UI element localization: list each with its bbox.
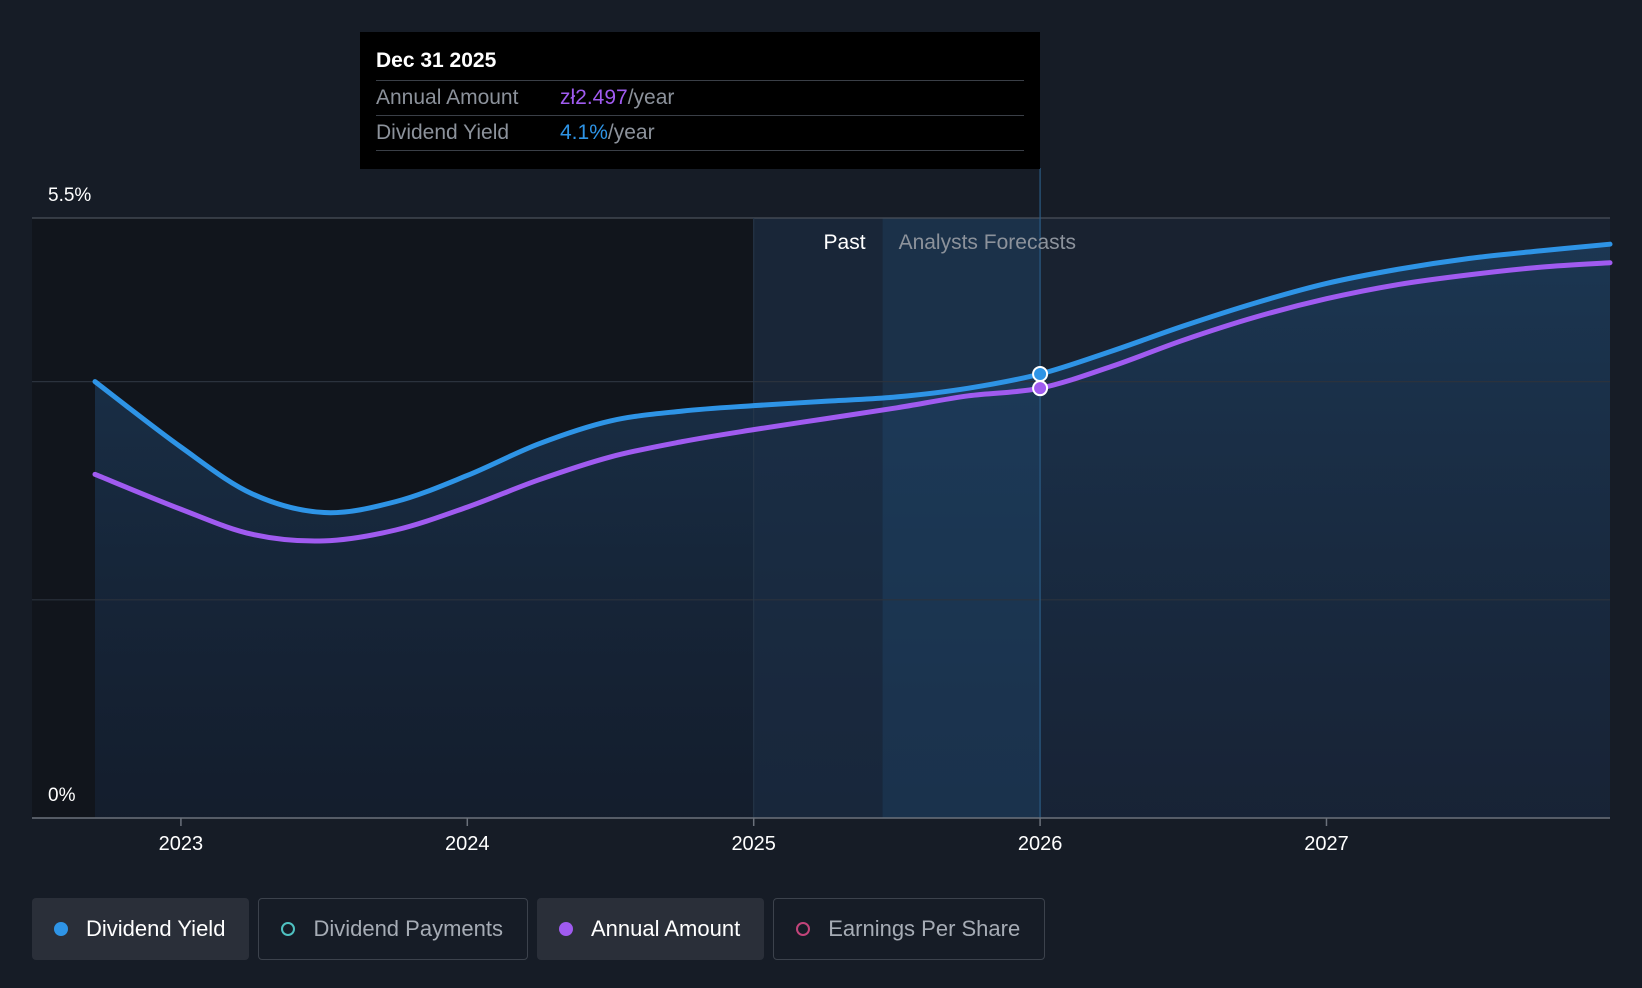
annual-amount-line (92, 260, 1613, 544)
tooltip: Dec 31 2025 Annual Amount zł2.497 /year … (360, 32, 1040, 169)
earnings-per-share-ring-icon (796, 922, 811, 936)
legend-label: Annual Amount (590, 916, 741, 941)
legend-label: Dividend Yield (86, 916, 226, 941)
x-tick-label: 2027 (1304, 833, 1349, 855)
legend-dividend-yield[interactable]: Dividend Yield (32, 898, 250, 960)
y-label-bottom: 0% (48, 785, 76, 806)
legend-label: Dividend Payments (313, 916, 503, 941)
x-tick-label: 2024 (445, 833, 490, 855)
tooltip-date: Dec 31 2025 (376, 46, 1024, 81)
annual-amount-marker (1032, 380, 1049, 397)
legend-earnings-per-share[interactable]: Earnings Per Share (773, 898, 1046, 960)
legend-label: Earnings Per Share (828, 916, 1021, 941)
past-label: Past (824, 231, 866, 254)
tooltip-value: 4.1% (560, 121, 608, 144)
legend-dividend-payments[interactable]: Dividend Payments (258, 898, 528, 960)
grid-lines (32, 217, 1610, 601)
tooltip-label: Dividend Yield (376, 121, 510, 144)
x-tick-label: 2025 (731, 833, 776, 855)
y-label-top: 5.5% (48, 185, 91, 206)
dividend-yield-dot-icon (54, 922, 68, 936)
x-tick-label: 2026 (1018, 833, 1063, 855)
legend-annual-amount[interactable]: Annual Amount (536, 898, 765, 960)
x-tick-label: 2023 (159, 833, 204, 855)
dividend-yield-line (92, 241, 1613, 516)
dividend-payments-ring-icon (281, 922, 296, 936)
tooltip-unit: /year (607, 121, 655, 144)
forecast-label: Analysts Forecasts (899, 231, 1076, 254)
tooltip-value: zł2.497 (560, 86, 628, 109)
tooltip-label: Annual Amount (376, 86, 519, 109)
tooltip-unit: /year (627, 86, 675, 109)
tooltip-row-dividend-yield: Dividend Yield 4.1% /year (376, 116, 1024, 151)
forecast-band (882, 218, 1041, 818)
annual-amount-dot-icon (558, 922, 573, 936)
tooltip-row-annual-amount: Annual Amount zł2.497 /year (376, 81, 1024, 116)
past-band (753, 218, 883, 818)
legend: Dividend Yield Dividend Payments Annual … (32, 898, 1046, 960)
dividend-yield-area (95, 244, 1610, 818)
dividend-yield-marker (1032, 366, 1049, 382)
